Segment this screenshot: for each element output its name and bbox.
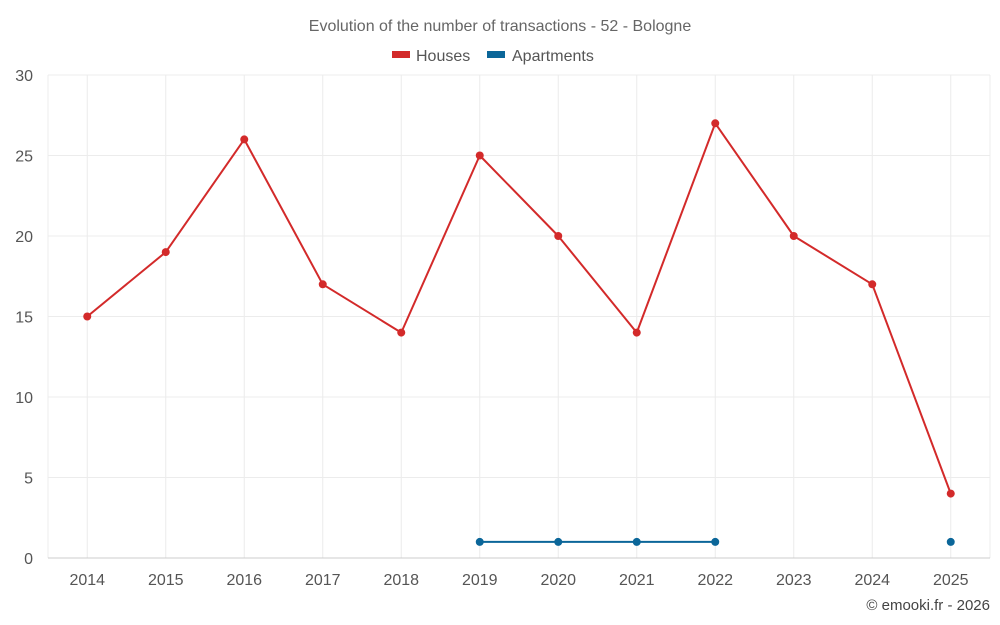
data-point-houses[interactable] bbox=[240, 135, 249, 144]
y-tick-label: 15 bbox=[15, 310, 33, 327]
x-tick-label: 2023 bbox=[776, 572, 812, 589]
grid bbox=[47, 74, 991, 558]
data-point-houses[interactable] bbox=[868, 280, 877, 289]
y-tick-label: 25 bbox=[15, 149, 33, 166]
x-tick-label: 2018 bbox=[383, 572, 419, 589]
plot-area bbox=[83, 119, 955, 546]
x-tick-label: 2022 bbox=[697, 572, 733, 589]
data-point-houses[interactable] bbox=[83, 312, 92, 321]
data-point-houses[interactable] bbox=[397, 328, 406, 337]
data-point-houses[interactable] bbox=[632, 328, 641, 337]
y-tick-label: 5 bbox=[24, 471, 33, 488]
data-point-apartments[interactable] bbox=[711, 537, 720, 546]
y-tick-label: 30 bbox=[15, 68, 33, 85]
legend-label-apartments[interactable]: Apartments bbox=[512, 48, 594, 65]
x-tick-label: 2019 bbox=[462, 572, 498, 589]
legend-swatch-apartments bbox=[487, 51, 505, 58]
data-point-apartments[interactable] bbox=[554, 537, 563, 546]
data-point-houses[interactable] bbox=[161, 248, 170, 257]
x-tick-label: 2014 bbox=[69, 572, 105, 589]
credit-text: © emooki.fr - 2026 bbox=[866, 597, 990, 614]
x-tick-label: 2016 bbox=[226, 572, 262, 589]
data-point-houses[interactable] bbox=[475, 151, 484, 160]
x-tick-label: 2015 bbox=[148, 572, 184, 589]
data-point-apartments[interactable] bbox=[475, 537, 484, 546]
legend-swatch-houses bbox=[392, 51, 410, 58]
y-tick-label: 10 bbox=[15, 390, 33, 407]
y-tick-label: 20 bbox=[15, 229, 33, 246]
x-tick-label: 2021 bbox=[619, 572, 655, 589]
x-tick-label: 2024 bbox=[854, 572, 890, 589]
y-tick-label: 0 bbox=[24, 551, 33, 568]
x-tick-label: 2020 bbox=[540, 572, 576, 589]
data-point-houses[interactable] bbox=[554, 232, 563, 240]
data-point-houses[interactable] bbox=[318, 280, 327, 289]
data-point-houses[interactable] bbox=[946, 489, 955, 498]
legend: Houses Apartments bbox=[392, 48, 594, 65]
data-point-apartments[interactable] bbox=[946, 537, 955, 546]
data-point-houses[interactable] bbox=[711, 119, 720, 128]
legend-label-houses[interactable]: Houses bbox=[416, 48, 470, 65]
chart-title: Evolution of the number of transactions … bbox=[309, 18, 692, 35]
series-line-houses bbox=[86, 122, 952, 494]
x-tick-label: 2017 bbox=[305, 572, 341, 589]
data-point-apartments[interactable] bbox=[632, 537, 641, 546]
data-point-houses[interactable] bbox=[789, 232, 798, 240]
x-tick-label: 2025 bbox=[933, 572, 969, 589]
